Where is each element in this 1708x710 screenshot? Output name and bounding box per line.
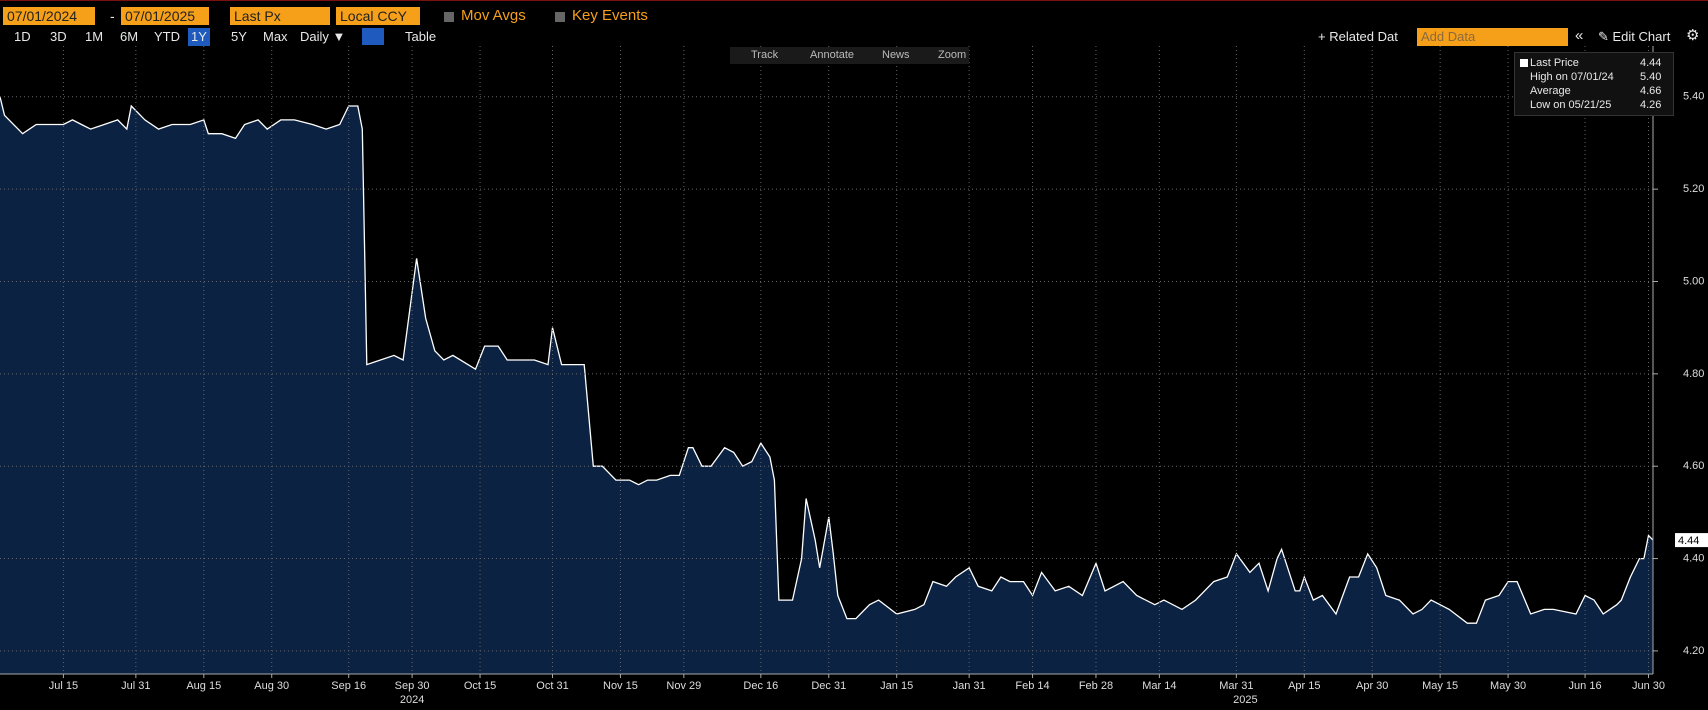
chart-tools [730,47,969,64]
x-tick-label: Dec 16 [743,680,778,692]
chart-tool[interactable]: Annotate [810,49,855,61]
period-button[interactable]: Max [263,29,288,44]
area-fill [0,96,1653,675]
x-tick-label: Apr 30 [1356,680,1388,692]
field-select[interactable]: Last Px [230,7,330,25]
x-tick-label: Aug 15 [186,680,221,692]
mov-avgs-checkbox[interactable] [444,12,454,22]
period-button[interactable]: 1D [14,29,31,44]
x-tick-label: Dec 31 [811,680,846,692]
related-data[interactable]: + Related Dat [1318,29,1398,44]
period-button[interactable]: 1Y [188,28,210,46]
edit-chart-label: Edit Chart [1612,29,1671,44]
period-button[interactable]: 1M [85,29,104,44]
y-tick-label: 5.40 [1683,91,1704,103]
chart-tool[interactable]: Zoom [938,49,967,61]
legend-box [1514,52,1674,116]
table-button[interactable]: Table [405,29,437,44]
mov-avgs[interactable]: Mov Avgs [461,7,526,24]
key-events[interactable]: Key Events [572,7,648,24]
year-label: 2025 [1233,694,1257,706]
frequency[interactable]: Daily ▼ [300,29,346,44]
key-events-checkbox[interactable] [555,12,565,22]
period-button[interactable]: 6M [120,29,139,44]
y-tick-label: 4.40 [1683,552,1704,564]
legend-swatch [1520,59,1528,67]
currency-select[interactable]: Local CCY [336,7,420,25]
x-tick-label: Jun 16 [1569,680,1602,692]
price-line [0,96,1654,624]
x-tick-label: Nov 15 [603,680,638,692]
x-tick-label: Feb 28 [1079,680,1113,692]
chart-tool[interactable]: Track [751,49,779,61]
x-tick-label: Sep 30 [395,680,430,692]
end-date[interactable]: 07/01/2025 [121,7,209,25]
x-tick-label: Nov 29 [666,680,701,692]
y-tick-label: 4.60 [1683,460,1704,472]
x-tick-label: Jan 31 [953,680,986,692]
y-tick-label: 5.00 [1683,275,1704,287]
year-label: 2024 [400,694,424,706]
x-tick-label: Aug 30 [254,680,289,692]
date-separator: - [110,8,115,24]
x-tick-label: Jul 15 [49,680,78,692]
x-tick-label: Oct 15 [464,680,496,692]
x-tick-label: May 30 [1490,680,1526,692]
x-tick-label: Jul 31 [121,680,150,692]
start-date[interactable]: 07/01/2024 [3,7,95,25]
x-tick-label: Apr 15 [1288,680,1320,692]
legend-label: Last Price [1530,57,1579,69]
legend-label: Average [1530,85,1571,97]
x-tick-label: Feb 14 [1015,680,1049,692]
edit-chart[interactable]: ✎ Edit Chart [1598,29,1671,44]
y-tick-label: 4.80 [1683,368,1704,380]
period-button[interactable]: YTD [154,29,180,44]
x-tick-label: May 15 [1422,680,1458,692]
y-tick-label: 4.20 [1683,645,1704,657]
legend-label: Low on 05/21/25 [1530,99,1612,111]
add-data-input[interactable]: Add Data [1417,28,1568,46]
legend-value: 4.44 [1640,57,1662,69]
x-tick-label: Sep 16 [331,680,366,692]
x-tick-label: Oct 31 [536,680,568,692]
period-button[interactable]: 5Y [231,29,247,44]
chart-type-button[interactable] [362,28,384,45]
x-tick-label: Mar 14 [1142,680,1176,692]
legend-value: 4.26 [1640,99,1662,111]
chart-tool[interactable]: News [882,49,910,61]
x-tick-label: Jun 30 [1632,680,1665,692]
last-price-tag-bg [1675,533,1708,548]
legend-label: High on 07/01/24 [1530,71,1614,83]
collapse-button[interactable]: « [1575,27,1584,44]
x-tick-label: Mar 31 [1219,680,1253,692]
y-tick-label: 5.20 [1683,183,1704,195]
legend-value: 5.40 [1640,71,1662,83]
period-button[interactable]: 3D [50,29,67,44]
settings-gear[interactable]: ⚙ [1686,27,1700,44]
legend-value: 4.66 [1640,85,1662,97]
x-tick-label: Jan 15 [880,680,913,692]
last-price-tag: 4.44 [1678,535,1699,547]
